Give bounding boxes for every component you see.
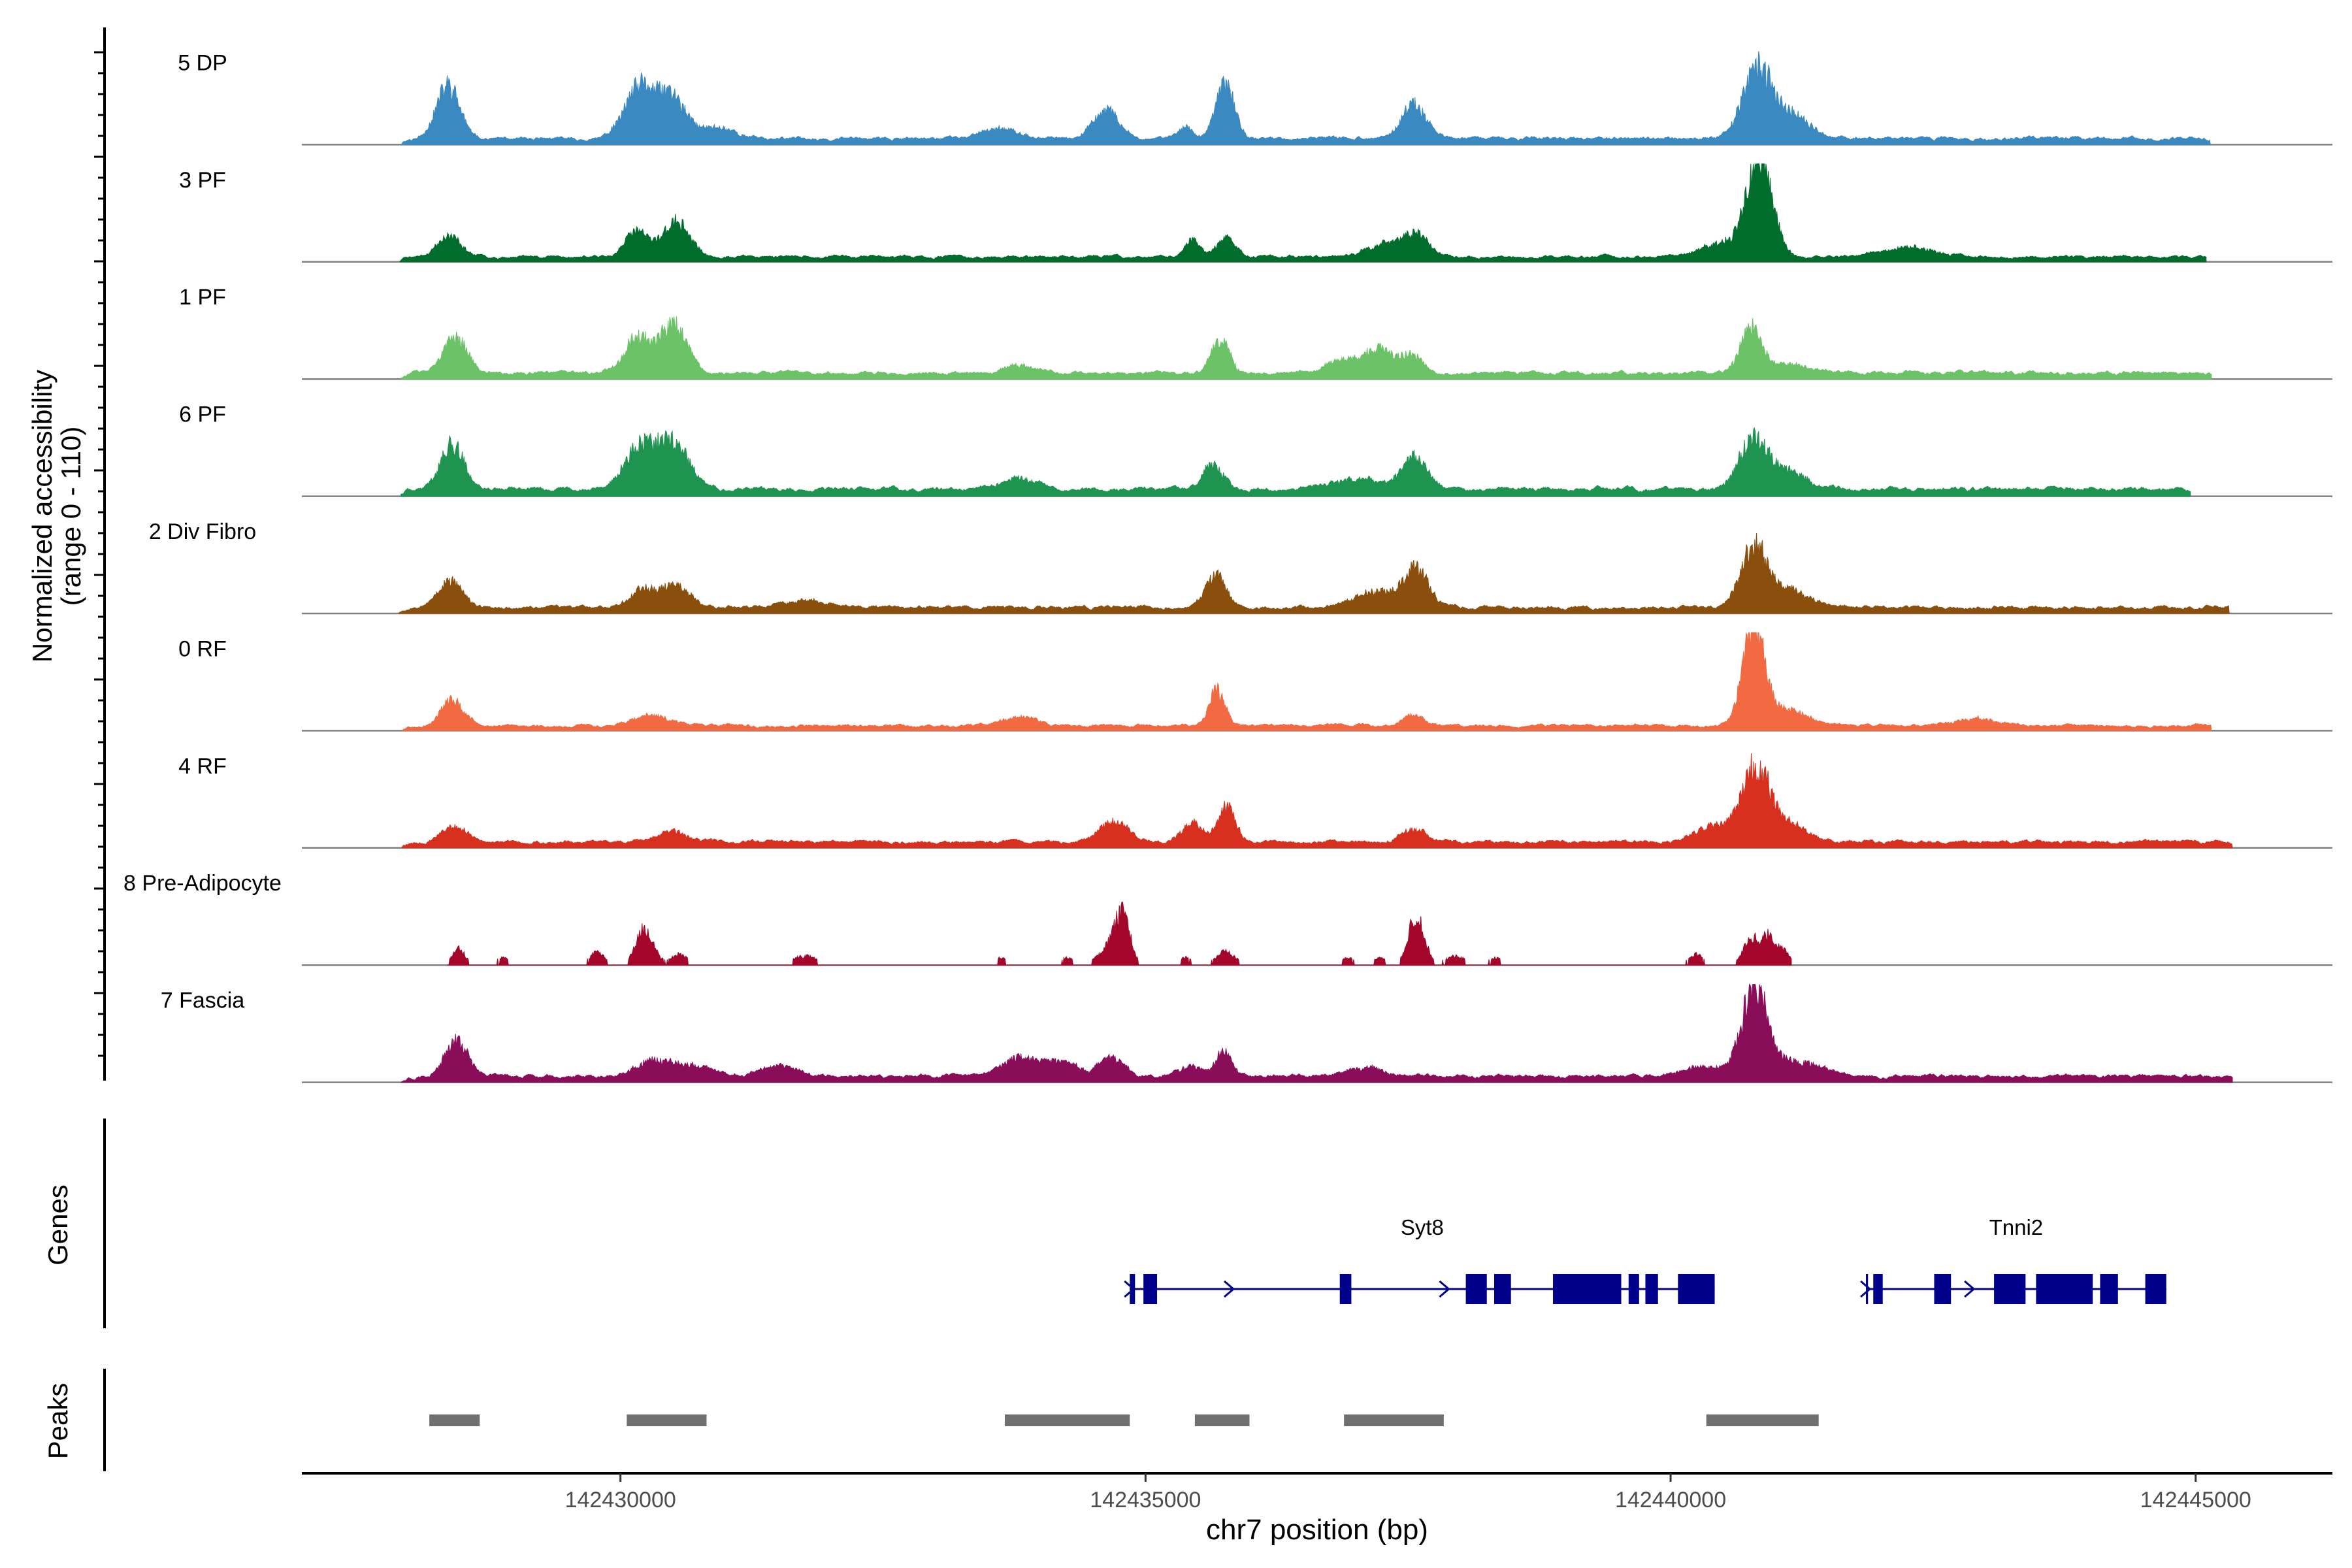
- gene-exon: [1339, 1274, 1352, 1304]
- gene-exon: [1143, 1274, 1158, 1304]
- coverage-tracks: 5 DP 3 PF 1 PF 6 PF 2 Div Fibro 0 RF 4 RF 8 Pre…: [123, 50, 2332, 1083]
- y-axis-title-line1: Normalized accessibility: [27, 370, 57, 662]
- track-label: 4 RF: [178, 754, 227, 779]
- x-axis-ticks: 142430000 142435000 142440000 142445000: [565, 1473, 2251, 1512]
- coverage-area: [400, 427, 2191, 497]
- gene-exon: [1645, 1274, 1658, 1304]
- peak-region: [1004, 1414, 1130, 1426]
- gene-exon: [1873, 1274, 1883, 1304]
- strand-arrow: [1860, 1280, 1872, 1298]
- gene-exon: [1994, 1274, 2026, 1304]
- x-tick-label: 142445000: [2140, 1488, 2251, 1512]
- track-label: 2 Div Fibro: [149, 519, 256, 544]
- gene-exon: [1866, 1274, 1869, 1304]
- coverage-track: 7 Fascia: [161, 983, 2332, 1083]
- gene-exon: [1678, 1274, 1715, 1304]
- coverage-track: 5 DP: [178, 50, 2332, 146]
- x-tick-label: 142435000: [1090, 1488, 1201, 1512]
- track-label: 6 PF: [179, 402, 226, 427]
- track-label: 7 Fascia: [161, 988, 245, 1013]
- peak-region: [1344, 1414, 1444, 1426]
- y-axis-title-line2: (range 0 - 110): [56, 427, 86, 606]
- coverage-area: [401, 753, 2233, 849]
- strand-arrow: [1439, 1280, 1450, 1298]
- track-label: 5 DP: [178, 50, 227, 75]
- track-label: 1 PF: [179, 285, 226, 310]
- coverage-track: 2 Div Fibro: [149, 519, 2332, 615]
- coverage-track: 0 RF: [178, 632, 2332, 732]
- gene-exon: [1934, 1274, 1952, 1304]
- genes-panel-label: Genes: [42, 1184, 73, 1266]
- peak-region: [627, 1414, 707, 1426]
- coverage-track: 4 RF: [178, 753, 2332, 849]
- coverage-area: [399, 532, 2230, 614]
- gene-name: Syt8: [1401, 1215, 1444, 1239]
- peak-region: [1194, 1414, 1250, 1426]
- coverage-area: [400, 51, 2211, 145]
- coverage-area: [401, 632, 2212, 731]
- gene-name: Tnni2: [1989, 1215, 2044, 1239]
- peak-region: [1706, 1414, 1819, 1426]
- coverage-y-ticks: [94, 51, 105, 1057]
- strand-arrow: [1223, 1280, 1235, 1298]
- gene-exon: [2100, 1274, 2118, 1304]
- gene-exon: [1130, 1274, 1135, 1304]
- track-label: 3 PF: [179, 168, 226, 193]
- gene-exon: [1465, 1274, 1487, 1304]
- track-label: 8 Pre-Adipocyte: [123, 871, 282, 896]
- x-tick-label: 142440000: [1615, 1488, 1726, 1512]
- gene-exon: [2036, 1274, 2093, 1304]
- gene-exon: [1494, 1274, 1511, 1304]
- gene-model: Tnni2: [1860, 1215, 2166, 1304]
- gene-models: Syt8 Tnni2: [1124, 1215, 2166, 1304]
- coverage-area: [400, 983, 2233, 1083]
- coverage-track: 6 PF: [179, 402, 2332, 497]
- gene-exon: [1553, 1274, 1622, 1304]
- x-tick-label: 142430000: [565, 1488, 676, 1512]
- gene-exon: [2145, 1274, 2166, 1304]
- strand-arrow: [1964, 1280, 1976, 1298]
- coverage-track: 3 PF: [179, 163, 2332, 263]
- coverage-track: 8 Pre-Adipocyte: [123, 871, 2332, 966]
- coverage-area: [400, 316, 2212, 380]
- peak-region: [429, 1414, 480, 1426]
- x-axis-title: chr7 position (bp): [1206, 1514, 1428, 1546]
- gene-model: Syt8: [1124, 1215, 1715, 1304]
- peak-regions: [429, 1414, 1819, 1426]
- coverage-area: [399, 163, 2207, 263]
- track-label: 0 RF: [178, 636, 227, 661]
- coverage-track: 1 PF: [179, 285, 2332, 380]
- gene-exon: [1628, 1274, 1639, 1304]
- peaks-panel-label: Peaks: [42, 1383, 73, 1460]
- coverage-area: [447, 902, 1792, 966]
